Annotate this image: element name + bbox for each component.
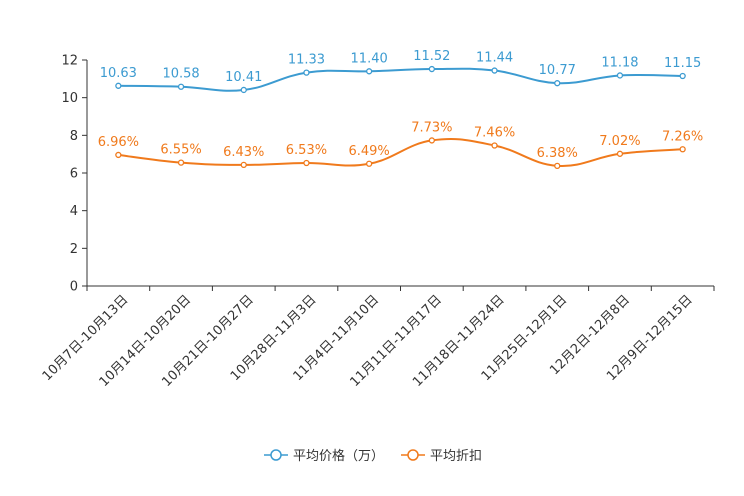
series-avg-price: 10.63 10.58 10.41 11.33 11.40 11.52 11.44 10.77… [100, 49, 701, 94]
data-point[interactable] [554, 162, 561, 169]
legend-item-avg-price[interactable]: 平均价格（万） [264, 448, 384, 464]
y-tick-label: 10 [61, 91, 78, 106]
data-point[interactable] [679, 146, 686, 153]
data-point[interactable] [491, 67, 498, 74]
data-point[interactable] [616, 150, 624, 157]
y-tick-label: 8 [70, 129, 78, 144]
data-label: 6.38% [537, 146, 578, 161]
legend[interactable]: 平均价格（万） 平均折扣 [264, 448, 482, 464]
y-tick-label: 0 [70, 280, 78, 295]
axes: 02468101210月7日-10月13日10月14日-10月20日10月21日… [40, 54, 715, 390]
data-label: 7.02% [599, 134, 640, 149]
data-point[interactable] [365, 160, 373, 167]
data-point[interactable] [240, 161, 247, 169]
data-label: 11.18 [601, 55, 638, 70]
data-point[interactable] [491, 142, 498, 149]
legend-label: 平均折扣 [430, 449, 482, 464]
data-label: 10.77 [539, 63, 576, 78]
data-label: 11.33 [288, 53, 325, 68]
series-layer: 10.63 10.58 10.41 11.33 11.40 11.52 11.44 10.77… [98, 49, 703, 169]
data-label: 6.43% [223, 145, 264, 160]
data-label: 6.49% [348, 144, 389, 159]
y-tick-label: 6 [70, 167, 78, 182]
data-point[interactable] [177, 159, 185, 166]
data-point[interactable] [177, 83, 185, 90]
y-tick-label: 12 [61, 54, 78, 69]
data-label: 11.40 [351, 51, 388, 66]
data-point[interactable] [616, 72, 624, 79]
data-label: 11.52 [413, 49, 450, 64]
data-label: 7.73% [411, 120, 452, 135]
data-point[interactable] [303, 159, 310, 167]
data-point[interactable] [679, 72, 686, 80]
legend-circle-icon [407, 449, 419, 461]
data-point[interactable] [115, 151, 122, 159]
data-label: 6.55% [160, 143, 201, 158]
legend-circle-icon [270, 449, 282, 461]
data-label: 10.58 [162, 67, 199, 82]
data-point[interactable] [115, 82, 122, 89]
data-label: 10.41 [225, 70, 262, 85]
data-label: 11.15 [664, 56, 701, 71]
data-label: 10.63 [100, 66, 137, 81]
data-point[interactable] [428, 65, 436, 73]
data-label: 7.46% [474, 126, 515, 141]
data-label: 6.53% [286, 143, 327, 158]
series-line [118, 137, 683, 167]
series-avg-discount: 6.96% 6.55% 6.43% 6.53% 6.49% 7.73% 7.46% 6.38%… [98, 120, 703, 169]
series-line [118, 67, 683, 92]
data-label: 6.96% [98, 135, 139, 150]
legend-item-avg-discount[interactable]: 平均折扣 [401, 449, 482, 464]
data-point[interactable] [303, 69, 310, 76]
data-label: 7.26% [662, 129, 703, 144]
data-point[interactable] [554, 80, 561, 87]
y-tick-label: 4 [70, 204, 78, 219]
data-point[interactable] [365, 68, 373, 75]
data-point[interactable] [240, 86, 247, 94]
data-label: 11.44 [476, 51, 513, 66]
y-tick-label: 2 [70, 242, 78, 257]
data-point[interactable] [428, 137, 436, 144]
legend-label: 平均价格（万） [293, 448, 384, 464]
